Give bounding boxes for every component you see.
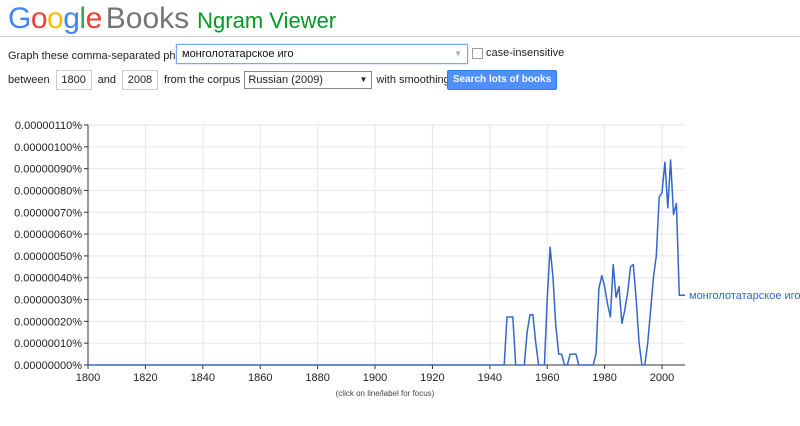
y-tick-label: 0.00000020% <box>14 316 82 328</box>
app-title: Ngram Viewer <box>197 8 337 33</box>
y-tick-label: 0.00000010% <box>14 338 82 350</box>
x-tick-label: 1960 <box>535 372 559 384</box>
logo-letter: G <box>8 2 31 35</box>
x-tick-label: 1920 <box>420 372 444 384</box>
case-insensitive-checkbox[interactable] <box>472 47 483 59</box>
x-tick-label: 1820 <box>133 372 157 384</box>
logo-letter: g <box>63 2 80 35</box>
logo-letter: l <box>79 2 86 35</box>
y-tick-label: 0.00000060% <box>14 229 82 241</box>
y-tick-label: 0.00000110% <box>15 120 82 132</box>
y-tick-label: 0.00000080% <box>14 185 82 197</box>
query-row: Graph these comma-separated phrases: <box>8 45 206 67</box>
y-tick-label: 0.00000000% <box>14 360 82 372</box>
phrase-input-value: монголотатарское иго <box>182 48 294 60</box>
series-line[interactable] <box>88 159 685 366</box>
x-tick-label: 1840 <box>191 372 215 384</box>
phrase-input[interactable]: монголотатарское иго ▼ <box>176 44 468 64</box>
y-tick-label: 0.00000090% <box>14 164 82 176</box>
header-divider <box>0 36 800 37</box>
logo-letter: o <box>47 2 64 35</box>
range-row: between 1800 and 2008 from the corpus Ru… <box>8 69 497 91</box>
query-label: Graph these comma-separated phrases: <box>8 50 206 62</box>
ngram-chart: 0.00000000% 0.00000010% 0.00000020% 0.00000… <box>14 120 800 384</box>
logo-books-text: Books <box>105 2 190 35</box>
x-tick-label: 1880 <box>305 372 329 384</box>
y-tick-label: 0.00000040% <box>14 273 82 285</box>
smoothing-label: with smoothing of <box>376 74 462 86</box>
x-tick-label: 1980 <box>592 372 616 384</box>
start-year-input[interactable]: 1800 <box>55 70 92 90</box>
series-label[interactable]: монголотатарское иго <box>689 290 800 302</box>
logo-letter: e <box>85 2 103 35</box>
y-tick-label: 0.00000100% <box>14 142 82 154</box>
x-tick-label: 2000 <box>650 372 674 384</box>
y-tick-label: 0.00000070% <box>14 207 82 219</box>
corpus-select-value: Russian (2009) <box>248 74 323 86</box>
y-tick-label: 0.00000050% <box>14 251 82 263</box>
corpus-label: from the corpus <box>163 74 241 86</box>
search-button[interactable]: Search lots of books <box>447 70 557 90</box>
google-books-logo[interactable]: Google Books Ngram Viewer <box>8 2 336 36</box>
chevron-down-icon: ▼ <box>359 75 368 84</box>
y-tick-label: 0.00000030% <box>14 295 82 307</box>
x-tick-label: 1860 <box>248 372 272 384</box>
x-tick-label: 1900 <box>363 372 387 384</box>
between-label: between <box>8 74 50 86</box>
case-insensitive-option[interactable]: case-insensitive <box>472 47 564 59</box>
focus-hint: (click on line/label for focus) <box>335 389 435 398</box>
and-label: and <box>97 74 116 86</box>
x-tick-label: 1940 <box>478 372 502 384</box>
end-year-input[interactable]: 2008 <box>121 70 158 90</box>
corpus-select[interactable]: Russian (2009) ▼ <box>244 71 373 89</box>
logo-letter: o <box>30 2 48 35</box>
chevron-down-icon[interactable]: ▼ <box>454 49 462 58</box>
x-tick-label: 1800 <box>76 372 100 384</box>
logo-google-text: Google <box>8 2 102 35</box>
case-insensitive-label: case-insensitive <box>486 47 565 59</box>
